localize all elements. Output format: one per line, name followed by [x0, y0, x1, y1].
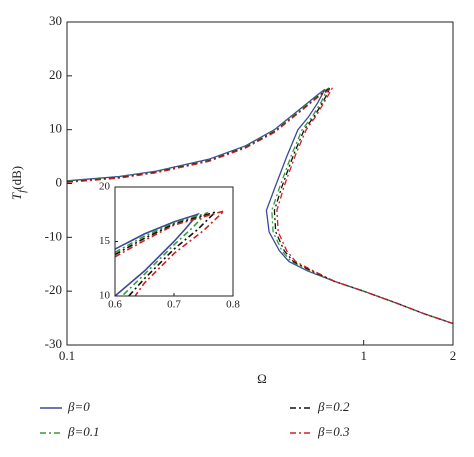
y-tick-label: 15: [99, 235, 111, 247]
series-line: [67, 87, 453, 325]
plot-frame: [114, 186, 234, 297]
x-tick-label: 0.6: [108, 299, 122, 311]
x-axis-label: Ω: [257, 371, 267, 386]
x-tick-label: 0.8: [226, 299, 240, 311]
y-tick-label: 20: [49, 67, 62, 82]
legend-label: β=0.2: [317, 399, 350, 414]
y-tick-label: 0: [56, 174, 63, 189]
y-label-sub: f: [16, 188, 28, 193]
x-tick-label: 0.1: [59, 348, 75, 363]
y-axis-label: Tf(dB): [9, 166, 28, 200]
inset: 0.6 0.7 0.8 10 15 20: [99, 181, 240, 311]
y-tick-label: 10: [99, 290, 111, 302]
legend-label: β=0.1: [67, 424, 100, 439]
series-line: [67, 87, 453, 325]
y-tick-label: 10: [49, 121, 62, 136]
x-tick-label: 1: [360, 348, 367, 363]
y-label-unit: (dB): [9, 166, 24, 190]
y-tick-label: 30: [49, 13, 62, 28]
x-tick-label: 2: [450, 348, 457, 363]
legend-label: β=0.3: [317, 424, 350, 439]
legend-label: β=0: [67, 399, 90, 414]
y-tick-label: -30: [45, 336, 62, 351]
y-tick-label: -20: [45, 282, 62, 297]
main-plot: 0.1 1 2 -30 -20 -10 0 10 20 30: [45, 13, 457, 363]
series-line: [115, 212, 200, 296]
y-tick-label: -10: [45, 228, 62, 243]
y-tick-label: 20: [99, 181, 111, 193]
series-line: [115, 210, 225, 296]
x-tick-label: 0.7: [167, 299, 181, 311]
plot-frame: [66, 21, 454, 346]
y-label-base: T: [9, 192, 24, 200]
series-line: [115, 211, 216, 296]
